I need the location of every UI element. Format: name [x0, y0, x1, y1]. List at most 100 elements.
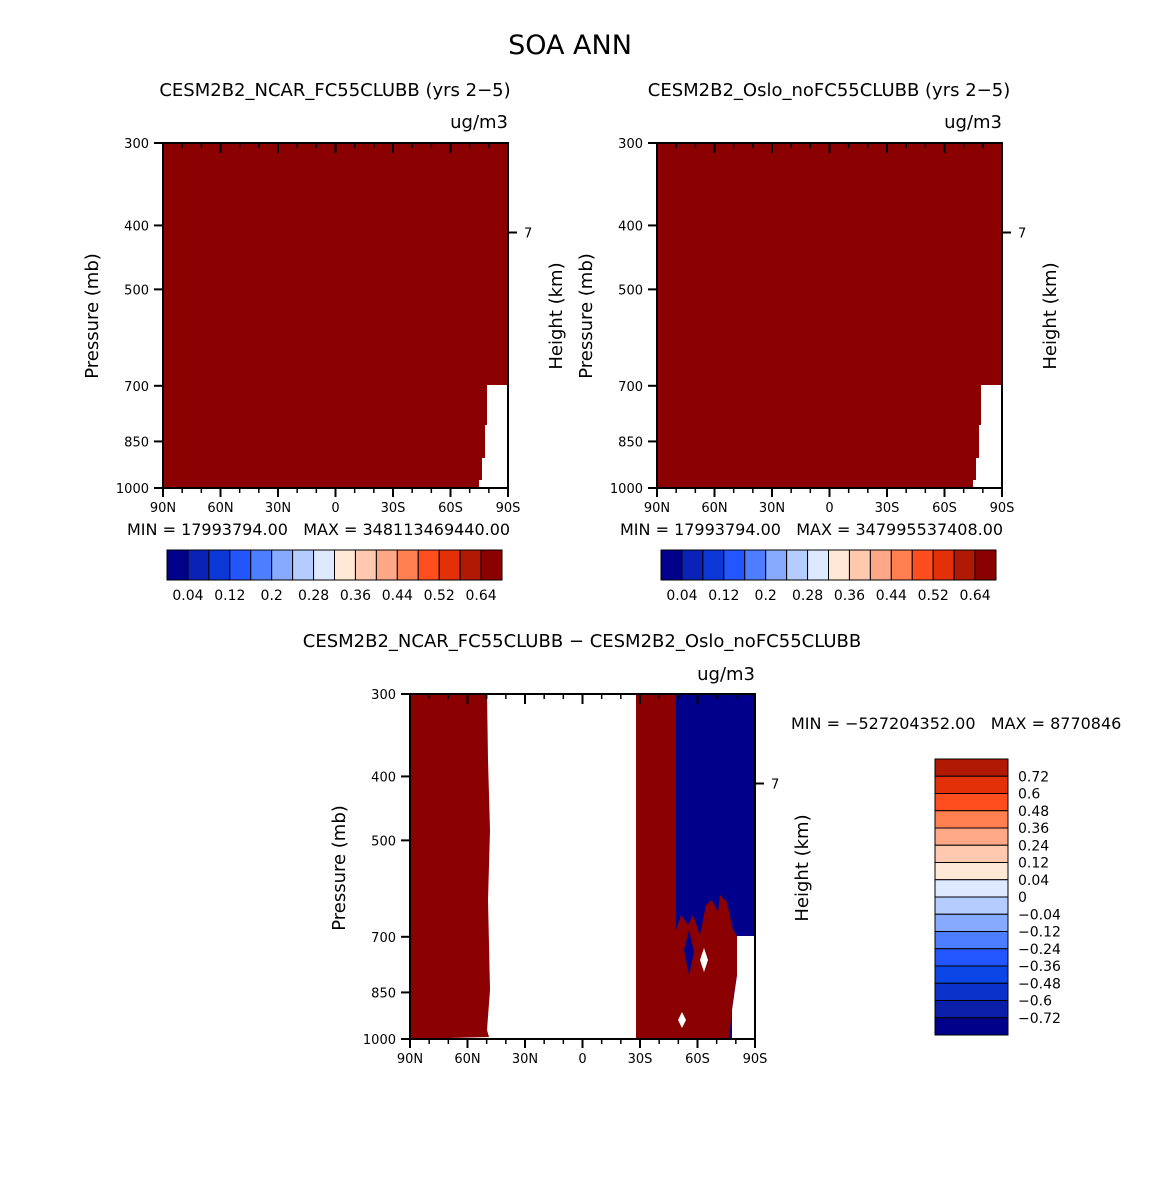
colorbar-box — [681, 549, 704, 581]
panel-oslo: CESM2B2_Oslo_noFC55CLUBB (yrs 2−5) ug/m3… — [576, 80, 1061, 604]
y-tick-label: 1000 — [116, 482, 149, 497]
colorbar-box — [250, 549, 273, 581]
colorbar-label: 0.28 — [298, 588, 329, 604]
colorbar-box — [934, 862, 1009, 881]
x-tick-label: 30S — [628, 1052, 653, 1067]
colorbar-box — [166, 549, 189, 581]
panel-diff-minmax: MIN = −527204352.00 MAX = 8770846 — [791, 714, 1121, 733]
colorbar-label: 0.04 — [666, 588, 697, 604]
colorbar-label: −0.36 — [1018, 959, 1061, 975]
colorbar-label: 0.12 — [708, 588, 739, 604]
colorbar-box — [869, 549, 892, 581]
colorbar-label: −0.48 — [1018, 976, 1061, 992]
colorbar-box — [271, 549, 294, 581]
colorbar-box — [934, 793, 1009, 812]
colorbar-label: 0.64 — [959, 588, 990, 604]
colorbar-label: −0.04 — [1018, 907, 1061, 923]
y-tick-label: 500 — [124, 283, 149, 298]
colorbar-box — [396, 549, 419, 581]
colorbar-box — [313, 549, 335, 581]
x-tick-label: 30S — [875, 501, 900, 516]
y-tick-label: 1000 — [610, 482, 643, 497]
colorbar-box — [934, 844, 1009, 863]
colorbar-box — [890, 549, 913, 581]
y-right-tick-label: 7 — [771, 778, 779, 793]
y-right-tick-label: 7 — [1018, 227, 1026, 242]
colorbar-label: 0.72 — [1018, 769, 1049, 785]
x-tick-label: 0 — [331, 501, 339, 516]
colorbar-box — [375, 549, 398, 581]
panel-ncar-missing-region — [479, 385, 508, 488]
panel-ncar-title: CESM2B2_NCAR_FC55CLUBB (yrs 2−5) — [159, 80, 510, 101]
colorbar-box — [934, 1000, 1009, 1019]
colorbar-box — [934, 810, 1009, 829]
x-tick-label: 60N — [454, 1052, 480, 1067]
y-tick-label: 700 — [618, 380, 643, 395]
panel-diff-colorbar: 0.720.60.480.360.240.120.040−0.04−0.12−0… — [934, 758, 1061, 1036]
panel-ncar-minmax: MIN = 17993794.00 MAX = 348113469440.00 — [127, 520, 510, 539]
colorbar-box — [934, 1017, 1009, 1036]
colorbar-box — [934, 931, 1009, 950]
diff-region-white-spot-2 — [678, 1012, 686, 1028]
colorbar-box — [934, 913, 1009, 932]
panel-diff-title: CESM2B2_NCAR_FC55CLUBB − CESM2B2_Oslo_no… — [303, 631, 861, 652]
colorbar-label: 0.52 — [424, 588, 455, 604]
x-tick-label: 0 — [825, 501, 833, 516]
y-tick-label: 300 — [371, 688, 396, 703]
colorbar-box — [480, 549, 503, 581]
colorbar-box — [934, 965, 1009, 984]
y-tick-label: 850 — [124, 435, 149, 450]
panel-ncar: CESM2B2_NCAR_FC55CLUBB (yrs 2−5) ug/m3 9… — [82, 80, 567, 604]
x-tick-label: 60S — [932, 501, 957, 516]
colorbar-label: −0.24 — [1018, 942, 1061, 958]
colorbar-label: 0.36 — [1018, 821, 1049, 837]
colorbar-label: 0.2 — [261, 588, 283, 604]
panel-oslo-axes: 90N 60N 30N 0 30S 60S 90S 300 400 500 700 850 1000 7 — [610, 137, 1026, 516]
colorbar-box — [354, 549, 377, 581]
panel-diff: CESM2B2_NCAR_FC55CLUBB − CESM2B2_Oslo_no… — [303, 631, 1122, 1067]
colorbar-box — [974, 549, 997, 581]
panel-ncar-ylabel-right: Height (km) — [546, 262, 567, 369]
colorbar-box — [292, 549, 315, 581]
y-tick-label: 400 — [124, 219, 149, 234]
panel-oslo-ylabel: Pressure (mb) — [576, 253, 597, 379]
panel-oslo-missing-region — [973, 385, 1002, 488]
colorbar-box — [187, 549, 210, 581]
panel-ncar-colorbar: 0.04 0.12 0.2 0.28 0.36 0.44 0.52 0.64 — [166, 549, 503, 604]
colorbar-box — [934, 948, 1009, 967]
colorbar-label: 0.2 — [755, 588, 777, 604]
panel-ncar-ylabel: Pressure (mb) — [82, 253, 103, 379]
colorbar-box — [807, 549, 829, 581]
panel-oslo-colorbar: 0.04 0.12 0.2 0.28 0.36 0.44 0.52 0.64 — [660, 549, 997, 604]
panel-oslo-ylabel-right: Height (km) — [1040, 262, 1061, 369]
colorbar-box — [828, 549, 850, 581]
x-tick-label: 60S — [685, 1052, 710, 1067]
y-right-tick-label: 7 — [524, 227, 532, 242]
x-tick-label: 30N — [759, 501, 785, 516]
colorbar-label: 0.28 — [792, 588, 823, 604]
panel-diff-axes: 90N 60N 30N 0 30S 60S 90S 300 400 500 700 850 1000 7 — [363, 688, 779, 1067]
colorbar-box — [208, 549, 231, 581]
colorbar-box — [744, 549, 767, 581]
x-tick-label: 30S — [381, 501, 406, 516]
diff-region-mixed-positive — [676, 895, 737, 1039]
colorbar-box — [934, 982, 1009, 1001]
colorbar-box — [934, 758, 1009, 777]
colorbar-label: 0.04 — [172, 588, 203, 604]
colorbar-label: −0.6 — [1018, 994, 1052, 1010]
colorbar-box — [702, 549, 725, 581]
panel-diff-units: ug/m3 — [697, 664, 755, 685]
colorbar-box — [660, 549, 683, 581]
diff-region-north-positive — [410, 694, 490, 1039]
y-tick-label: 850 — [371, 986, 396, 1001]
colorbar-box — [953, 549, 976, 581]
panel-ncar-field — [163, 143, 508, 488]
diff-missing-region — [737, 936, 755, 1039]
colorbar-box — [438, 549, 461, 581]
panel-oslo-title: CESM2B2_Oslo_noFC55CLUBB (yrs 2−5) — [648, 80, 1010, 101]
colorbar-box — [334, 549, 356, 581]
x-tick-label: 90N — [150, 501, 176, 516]
y-tick-label: 400 — [618, 219, 643, 234]
x-tick-label: 90N — [397, 1052, 423, 1067]
